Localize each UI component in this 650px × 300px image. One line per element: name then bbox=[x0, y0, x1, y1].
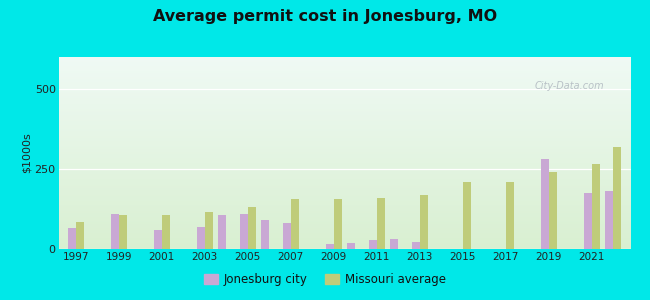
Bar bbox=[369, 240, 377, 249]
Bar bbox=[205, 212, 213, 249]
Bar bbox=[248, 207, 256, 249]
Bar bbox=[549, 172, 557, 249]
Bar bbox=[196, 226, 205, 249]
Bar bbox=[68, 228, 75, 249]
Bar bbox=[153, 230, 162, 249]
Bar bbox=[283, 224, 291, 249]
Bar bbox=[390, 239, 398, 249]
Bar bbox=[326, 244, 333, 249]
Bar bbox=[506, 182, 514, 249]
Bar bbox=[420, 195, 428, 249]
Bar bbox=[111, 214, 119, 249]
Bar bbox=[119, 215, 127, 249]
Legend: Jonesburg city, Missouri average: Jonesburg city, Missouri average bbox=[199, 269, 451, 291]
Bar bbox=[541, 159, 549, 249]
Bar bbox=[291, 200, 299, 249]
Bar bbox=[347, 243, 356, 249]
Bar bbox=[240, 214, 248, 249]
Text: City-Data.com: City-Data.com bbox=[535, 81, 604, 91]
Y-axis label: $1000s: $1000s bbox=[22, 133, 32, 173]
Bar bbox=[377, 198, 385, 249]
Bar bbox=[605, 191, 614, 249]
Bar bbox=[411, 242, 420, 249]
Bar bbox=[463, 182, 471, 249]
Bar bbox=[218, 215, 226, 249]
Bar bbox=[614, 147, 621, 249]
Text: Average permit cost in Jonesburg, MO: Average permit cost in Jonesburg, MO bbox=[153, 9, 497, 24]
Bar bbox=[261, 220, 269, 249]
Bar bbox=[584, 193, 592, 249]
Bar bbox=[592, 164, 600, 249]
Bar bbox=[333, 200, 342, 249]
Bar bbox=[162, 215, 170, 249]
Bar bbox=[75, 222, 84, 249]
